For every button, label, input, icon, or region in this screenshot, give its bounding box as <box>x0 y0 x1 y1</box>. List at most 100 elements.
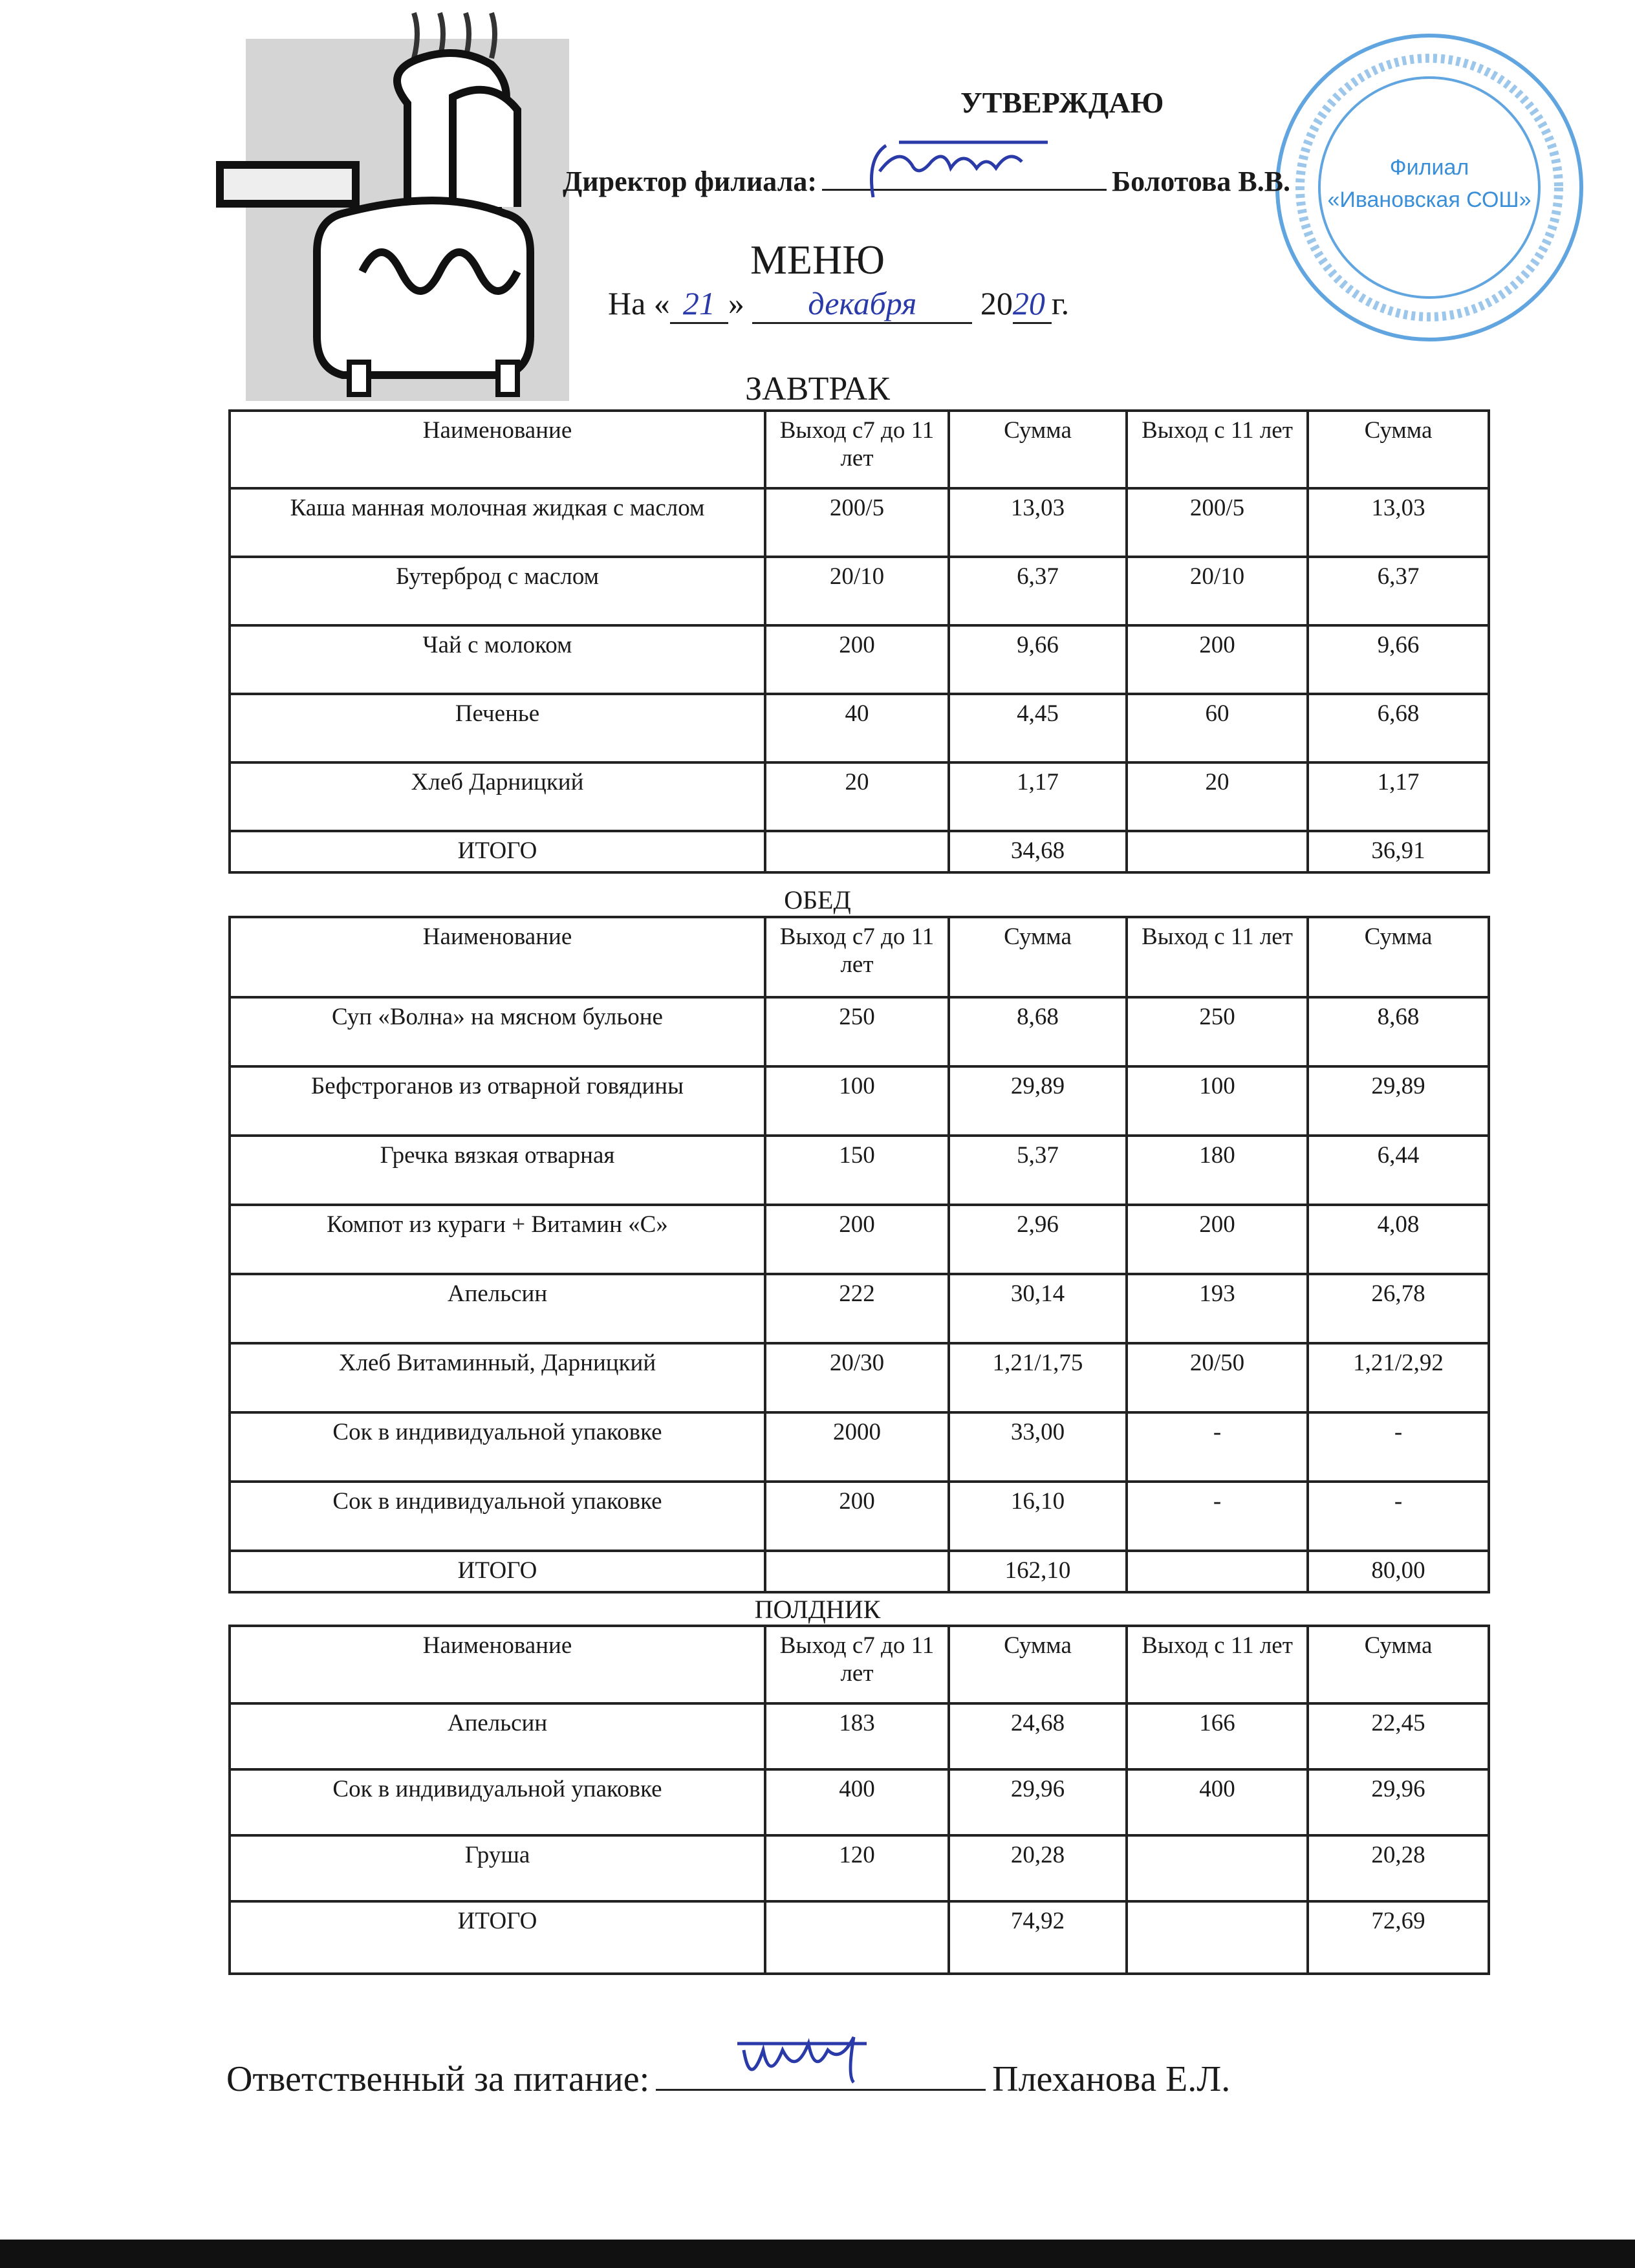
date-year: 20 <box>1012 285 1052 324</box>
table-row: Сок в индивидуальной упаковке 400 29,96 400… <box>228 1768 1490 1837</box>
table-cell: 150 <box>764 1134 950 1206</box>
total-cell <box>764 830 950 874</box>
table-cell: 200 <box>1125 1204 1309 1275</box>
date-prefix: На « <box>608 285 670 321</box>
table-cell: 166 <box>1125 1702 1309 1771</box>
total-cell <box>1125 1900 1309 1975</box>
header-row: Наименование Выход с7 до 11 лет Сумма Выход… <box>228 409 1490 490</box>
table-cell: Печенье <box>228 693 766 764</box>
table-cell: - <box>1306 1411 1490 1483</box>
column-header: Выход с7 до 11 лет <box>764 916 950 999</box>
total-cell: 162,10 <box>947 1550 1128 1593</box>
table-cell: 180 <box>1125 1134 1309 1206</box>
table-cell: - <box>1125 1411 1309 1483</box>
header-row: Наименование Выход с7 до 11 лет Сумма Выход… <box>228 916 1490 999</box>
column-header: Выход с 11 лет <box>1125 916 1309 999</box>
column-header: Сумма <box>947 1625 1128 1705</box>
table-cell: Хлеб Дарницкий <box>228 761 766 832</box>
total-cell: ИТОГО <box>228 830 766 874</box>
table-cell: 22,45 <box>1306 1702 1490 1771</box>
table-cell: 26,78 <box>1306 1273 1490 1345</box>
table-cell: 400 <box>764 1768 950 1837</box>
date-year-prefix: 20 <box>980 285 1013 321</box>
table-cell: 9,66 <box>947 624 1128 695</box>
breakfast-title: ЗАВТРАК <box>745 371 890 407</box>
column-header: Сумма <box>1306 916 1490 999</box>
table-cell: Сок в индивидуальной упаковке <box>228 1480 766 1552</box>
menu-date: На «21» декабря 2020 г. <box>608 285 1069 324</box>
table-cell: 24,68 <box>947 1702 1128 1771</box>
table-cell: 6,44 <box>1306 1134 1490 1206</box>
official-stamp: Филиал «Ивановская СОШ» <box>1275 34 1583 341</box>
total-cell <box>1125 1550 1309 1593</box>
table-cell: 4,08 <box>1306 1204 1490 1275</box>
total-row: ИТОГО 34,68 36,91 <box>228 830 1490 874</box>
table-cell: 200 <box>764 1204 950 1275</box>
table-cell: 29,96 <box>947 1768 1128 1837</box>
total-cell: 34,68 <box>947 830 1128 874</box>
header-row: Наименование Выход с7 до 11 лет Сумма Выход… <box>228 1625 1490 1705</box>
column-header: Сумма <box>947 409 1128 490</box>
table-cell: 8,68 <box>1306 996 1490 1068</box>
date-suffix: г. <box>1051 285 1070 321</box>
column-header: Выход с7 до 11 лет <box>764 1625 950 1705</box>
table-cell: 200/5 <box>764 487 950 558</box>
table-cell: 20/10 <box>764 556 950 627</box>
toaster-illustration <box>216 12 569 401</box>
column-header: Выход с 11 лет <box>1125 1625 1309 1705</box>
director-signature <box>870 140 1048 198</box>
table-cell: 13,03 <box>1306 487 1490 558</box>
table-cell: 6,37 <box>947 556 1128 627</box>
table-cell: 200 <box>764 1480 950 1552</box>
table-row: Сок в индивидуальной упаковке 200 16,10- - <box>228 1480 1490 1552</box>
table-row: Бутерброд с маслом 20/10 6,37 20/10 6,37 <box>228 556 1490 627</box>
table-cell: 6,37 <box>1306 556 1490 627</box>
table-cell: 1,21/1,75 <box>947 1342 1128 1414</box>
table-cell: 20 <box>1125 761 1309 832</box>
table-cell: Чай с молоком <box>228 624 766 695</box>
total-row: ИТОГО 162,10 80,00 <box>228 1550 1490 1593</box>
director-line: Директор филиала: Болотова В.В. <box>563 165 1290 198</box>
table-cell: 20/30 <box>764 1342 950 1414</box>
director-name: Болотова В.В. <box>1112 166 1291 197</box>
table-cell: 20,28 <box>947 1834 1128 1903</box>
table-cell: 5,37 <box>947 1134 1128 1206</box>
total-cell: ИТОГО <box>228 1550 766 1593</box>
stamp-label: Филиал <box>1390 155 1469 180</box>
table-cell: 200/5 <box>1125 487 1309 558</box>
table-row: Апельсин 222 30,14 193 26,78 <box>228 1273 1490 1345</box>
table-cell: 13,03 <box>947 487 1128 558</box>
total-cell: 72,69 <box>1306 1900 1490 1975</box>
table-cell: 1,17 <box>947 761 1128 832</box>
total-cell <box>764 1900 950 1975</box>
table-cell: 20 <box>764 761 950 832</box>
table-cell: Компот из кураги + Витамин «С» <box>228 1204 766 1275</box>
table-cell: 33,00 <box>947 1411 1128 1483</box>
table-cell: Суп «Волна» на мясном бульоне <box>228 996 766 1068</box>
responsible-label: Ответственный за питание: <box>226 2059 650 2099</box>
table-cell: 9,66 <box>1306 624 1490 695</box>
table-cell: 400 <box>1125 1768 1309 1837</box>
lunch-title: ОБЕД <box>784 885 851 914</box>
total-cell: 36,91 <box>1306 830 1490 874</box>
approve-heading: УТВЕРЖДАЮ <box>960 86 1164 119</box>
table-cell: Груша <box>228 1834 766 1903</box>
menu-title: МЕНЮ <box>750 237 885 283</box>
total-cell: ИТОГО <box>228 1900 766 1975</box>
table-cell: Сок в индивидуальной упаковке <box>228 1768 766 1837</box>
table-cell: 2000 <box>764 1411 950 1483</box>
snack-table: Наименование Выход с7 до 11 лет Сумма Выход… <box>228 1625 1490 1975</box>
director-label: Директор филиала: <box>563 166 817 197</box>
table-row: Гречка вязкая отварная 150 5,37 180 6,44 <box>228 1134 1490 1206</box>
table-cell: 60 <box>1125 693 1309 764</box>
table-cell: 16,10 <box>947 1480 1128 1552</box>
breakfast-table: Наименование Выход с7 до 11 лет Сумма Выход… <box>228 409 1490 874</box>
table-row: Сок в индивидуальной упаковке 2000 33,00- - <box>228 1411 1490 1483</box>
column-header: Выход с 11 лет <box>1125 409 1309 490</box>
table-cell: 30,14 <box>947 1273 1128 1345</box>
table-row: Хлеб Витаминный, Дарницкий 20/30 1,21/1,75… <box>228 1342 1490 1414</box>
table-cell: 193 <box>1125 1273 1309 1345</box>
table-cell: 6,68 <box>1306 693 1490 764</box>
table-cell: - <box>1125 1480 1309 1552</box>
column-header: Выход с7 до 11 лет <box>764 409 950 490</box>
